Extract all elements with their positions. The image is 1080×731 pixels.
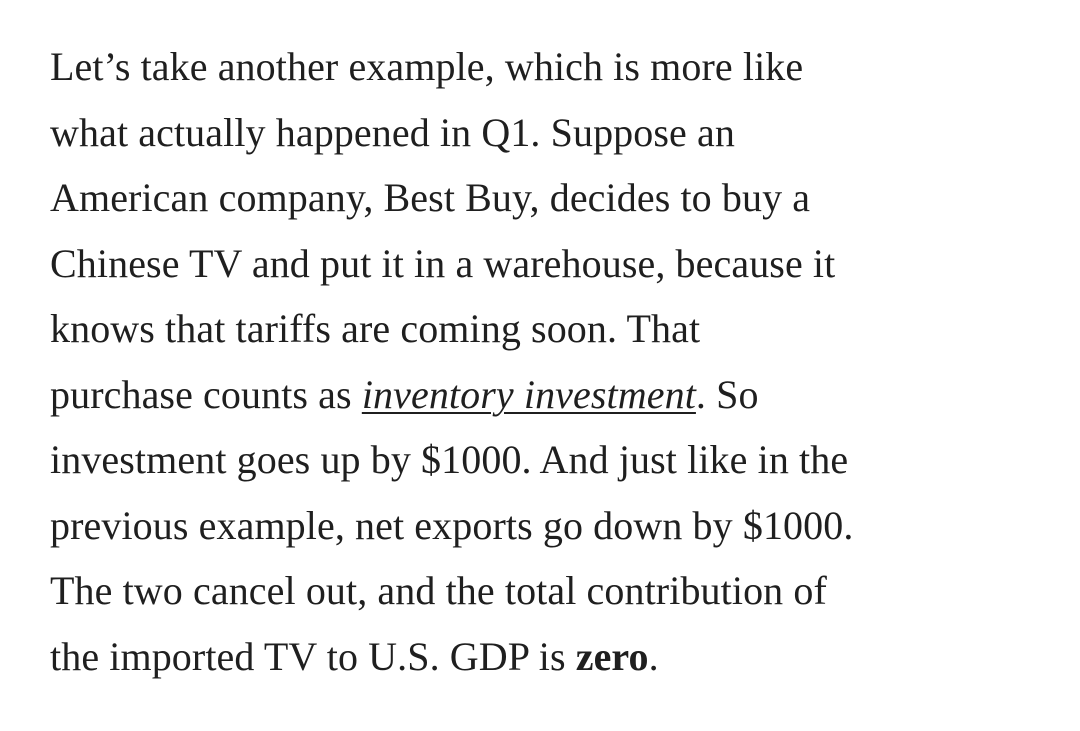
paragraph-text: . So	[695, 371, 759, 417]
paragraph-line: Chinese TV and put it in a warehouse, be…	[50, 240, 836, 286]
paragraph-line: knows that tariffs are coming soon. That	[50, 306, 701, 351]
paragraph-line: The two cancel out, and the total contri…	[50, 568, 827, 613]
paragraph-text: purchase counts as	[50, 371, 362, 417]
paragraph-text: the imported TV to U.S. GDP is	[50, 633, 576, 679]
paragraph-text: .	[648, 633, 659, 679]
paragraph-line: investment goes up by $1000. And just li…	[50, 437, 849, 482]
paragraph-line: Let’s take another example, which is mor…	[50, 44, 804, 89]
inventory-investment-link[interactable]: inventory investment	[361, 371, 696, 417]
emphasis-zero: zero	[575, 633, 649, 679]
paragraph-line: what actually happened in Q1. Suppose an	[50, 109, 735, 155]
article-paragraph: Let’s take another example, which is mor…	[50, 34, 1060, 689]
paragraph-line: previous example, net exports go down by…	[50, 502, 854, 548]
paragraph-line: purchase counts as inventory investment.…	[50, 362, 1060, 428]
paragraph-line: American company, Best Buy, decides to b…	[50, 175, 811, 220]
paragraph-line: the imported TV to U.S. GDP is zero.	[50, 624, 1060, 690]
